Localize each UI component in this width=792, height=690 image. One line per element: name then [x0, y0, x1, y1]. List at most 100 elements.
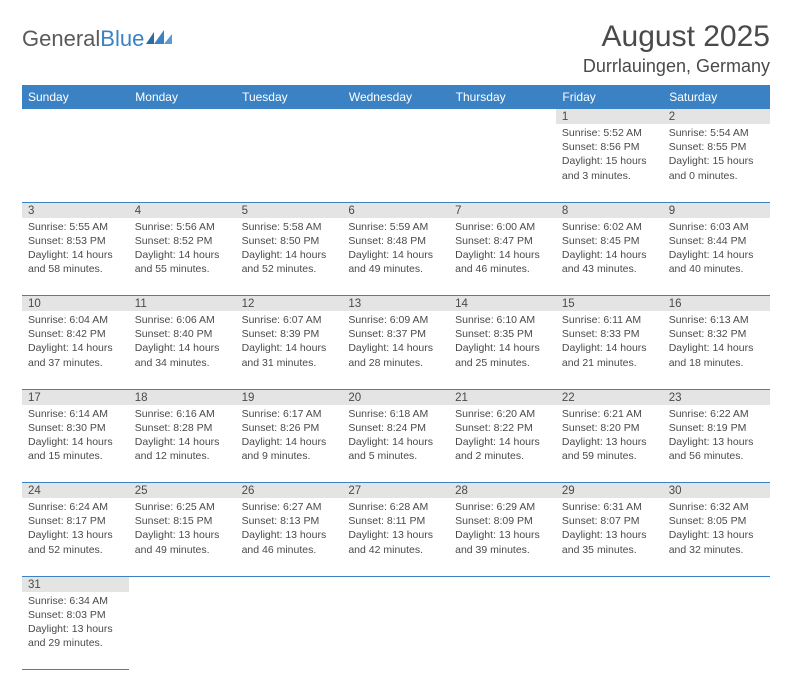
day-content-cell: [236, 592, 343, 670]
daylight-line: Daylight: 14 hours and 28 minutes.: [348, 341, 443, 369]
day-number-cell: 13: [342, 296, 449, 312]
day-number-cell: 28: [449, 483, 556, 499]
sunrise-line: Sunrise: 6:29 AM: [455, 500, 550, 514]
sunrise-line: Sunrise: 6:03 AM: [669, 220, 764, 234]
sunset-line: Sunset: 8:11 PM: [348, 514, 443, 528]
sunrise-line: Sunrise: 6:17 AM: [242, 407, 337, 421]
day-number-cell: 4: [129, 202, 236, 218]
day-number-cell: 26: [236, 483, 343, 499]
sunrise-line: Sunrise: 6:09 AM: [348, 313, 443, 327]
day-content-cell: [22, 124, 129, 202]
day-content-cell: Sunrise: 6:09 AMSunset: 8:37 PMDaylight:…: [342, 311, 449, 389]
sunrise-line: Sunrise: 6:13 AM: [669, 313, 764, 327]
sunset-line: Sunset: 8:20 PM: [562, 421, 657, 435]
sunrise-line: Sunrise: 6:00 AM: [455, 220, 550, 234]
sunrise-line: Sunrise: 6:28 AM: [348, 500, 443, 514]
page-header: GeneralBlue August 2025 Durrlauingen, Ge…: [22, 20, 770, 77]
day-number-cell: 30: [663, 483, 770, 499]
day-number-cell: [129, 109, 236, 124]
sunrise-line: Sunrise: 6:27 AM: [242, 500, 337, 514]
day-content-cell: [663, 592, 770, 670]
day-content-cell: Sunrise: 6:27 AMSunset: 8:13 PMDaylight:…: [236, 498, 343, 576]
calendar-table: Sunday Monday Tuesday Wednesday Thursday…: [22, 85, 770, 670]
sunrise-line: Sunrise: 6:16 AM: [135, 407, 230, 421]
sunrise-line: Sunrise: 6:07 AM: [242, 313, 337, 327]
sunset-line: Sunset: 8:24 PM: [348, 421, 443, 435]
day-number-row: 3456789: [22, 202, 770, 218]
sunrise-line: Sunrise: 6:18 AM: [348, 407, 443, 421]
day-content-cell: Sunrise: 6:11 AMSunset: 8:33 PMDaylight:…: [556, 311, 663, 389]
sunrise-line: Sunrise: 5:59 AM: [348, 220, 443, 234]
day-content-row: Sunrise: 5:55 AMSunset: 8:53 PMDaylight:…: [22, 218, 770, 296]
day-content-cell: Sunrise: 6:24 AMSunset: 8:17 PMDaylight:…: [22, 498, 129, 576]
sunset-line: Sunset: 8:28 PM: [135, 421, 230, 435]
daylight-line: Daylight: 13 hours and 52 minutes.: [28, 528, 123, 556]
day-content-cell: Sunrise: 5:59 AMSunset: 8:48 PMDaylight:…: [342, 218, 449, 296]
daylight-line: Daylight: 14 hours and 55 minutes.: [135, 248, 230, 276]
day-number-cell: [236, 576, 343, 592]
daylight-line: Daylight: 14 hours and 40 minutes.: [669, 248, 764, 276]
sunrise-line: Sunrise: 6:24 AM: [28, 500, 123, 514]
sunset-line: Sunset: 8:07 PM: [562, 514, 657, 528]
sunset-line: Sunset: 8:30 PM: [28, 421, 123, 435]
sunrise-line: Sunrise: 5:54 AM: [669, 126, 764, 140]
sunset-line: Sunset: 8:26 PM: [242, 421, 337, 435]
sunrise-line: Sunrise: 6:21 AM: [562, 407, 657, 421]
sunset-line: Sunset: 8:32 PM: [669, 327, 764, 341]
day-number-cell: 11: [129, 296, 236, 312]
daylight-line: Daylight: 14 hours and 9 minutes.: [242, 435, 337, 463]
day-content-cell: Sunrise: 6:31 AMSunset: 8:07 PMDaylight:…: [556, 498, 663, 576]
sunrise-line: Sunrise: 6:10 AM: [455, 313, 550, 327]
day-number-cell: 17: [22, 389, 129, 405]
month-title: August 2025: [583, 20, 770, 54]
daylight-line: Daylight: 14 hours and 52 minutes.: [242, 248, 337, 276]
sunrise-line: Sunrise: 6:34 AM: [28, 594, 123, 608]
day-number-row: 10111213141516: [22, 296, 770, 312]
daylight-line: Daylight: 14 hours and 43 minutes.: [562, 248, 657, 276]
day-number-row: 12: [22, 109, 770, 124]
day-content-row: Sunrise: 6:14 AMSunset: 8:30 PMDaylight:…: [22, 405, 770, 483]
day-number-cell: 25: [129, 483, 236, 499]
sunset-line: Sunset: 8:40 PM: [135, 327, 230, 341]
day-content-cell: Sunrise: 6:22 AMSunset: 8:19 PMDaylight:…: [663, 405, 770, 483]
day-content-cell: Sunrise: 6:02 AMSunset: 8:45 PMDaylight:…: [556, 218, 663, 296]
day-content-row: Sunrise: 6:04 AMSunset: 8:42 PMDaylight:…: [22, 311, 770, 389]
sunrise-line: Sunrise: 5:55 AM: [28, 220, 123, 234]
day-number-cell: 29: [556, 483, 663, 499]
sunrise-line: Sunrise: 6:04 AM: [28, 313, 123, 327]
day-content-cell: Sunrise: 5:54 AMSunset: 8:55 PMDaylight:…: [663, 124, 770, 202]
day-content-cell: [342, 124, 449, 202]
daylight-line: Daylight: 14 hours and 25 minutes.: [455, 341, 550, 369]
day-number-cell: [236, 109, 343, 124]
sunrise-line: Sunrise: 5:58 AM: [242, 220, 337, 234]
daylight-line: Daylight: 13 hours and 42 minutes.: [348, 528, 443, 556]
sunset-line: Sunset: 8:19 PM: [669, 421, 764, 435]
sunset-line: Sunset: 8:50 PM: [242, 234, 337, 248]
weekday-header: Sunday: [22, 85, 129, 109]
sunset-line: Sunset: 8:17 PM: [28, 514, 123, 528]
day-number-cell: 23: [663, 389, 770, 405]
day-number-cell: 12: [236, 296, 343, 312]
sunset-line: Sunset: 8:47 PM: [455, 234, 550, 248]
day-number-cell: [22, 109, 129, 124]
day-number-cell: 24: [22, 483, 129, 499]
daylight-line: Daylight: 14 hours and 37 minutes.: [28, 341, 123, 369]
day-number-cell: 16: [663, 296, 770, 312]
sunrise-line: Sunrise: 6:02 AM: [562, 220, 657, 234]
day-number-cell: 1: [556, 109, 663, 124]
sunset-line: Sunset: 8:05 PM: [669, 514, 764, 528]
day-content-cell: [342, 592, 449, 670]
day-number-cell: 7: [449, 202, 556, 218]
weekday-header: Thursday: [449, 85, 556, 109]
day-content-cell: Sunrise: 6:03 AMSunset: 8:44 PMDaylight:…: [663, 218, 770, 296]
daylight-line: Daylight: 14 hours and 34 minutes.: [135, 341, 230, 369]
day-number-cell: 18: [129, 389, 236, 405]
day-number-cell: 19: [236, 389, 343, 405]
sunset-line: Sunset: 8:35 PM: [455, 327, 550, 341]
day-number-cell: 10: [22, 296, 129, 312]
sunset-line: Sunset: 8:52 PM: [135, 234, 230, 248]
daylight-line: Daylight: 14 hours and 46 minutes.: [455, 248, 550, 276]
location-subtitle: Durrlauingen, Germany: [583, 56, 770, 77]
daylight-line: Daylight: 14 hours and 58 minutes.: [28, 248, 123, 276]
day-content-cell: Sunrise: 6:06 AMSunset: 8:40 PMDaylight:…: [129, 311, 236, 389]
